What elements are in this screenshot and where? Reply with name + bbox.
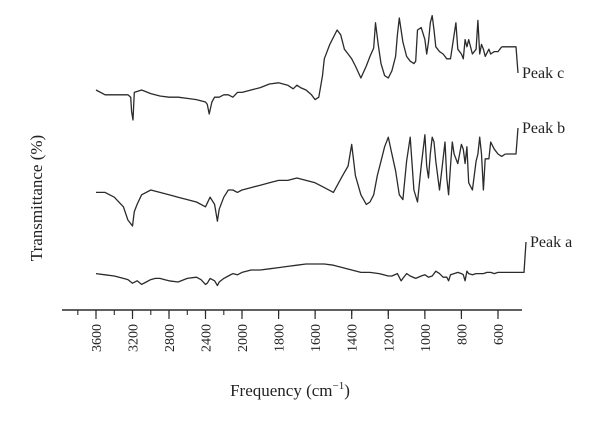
tick-label: 1400 (346, 324, 361, 352)
tick-label: 2800 (163, 324, 178, 352)
tick-label: 1600 (309, 324, 324, 352)
label-peak-a: Peak a (530, 234, 572, 251)
tick-label: 600 (492, 324, 507, 345)
tick-label: 1000 (419, 324, 434, 352)
label-peak-b: Peak b (522, 120, 565, 137)
label-peak-c: Peak c (522, 65, 564, 82)
leader-peak-a (509, 241, 527, 274)
x-axis-title-end: ) (344, 381, 350, 400)
trace-peak-b (96, 134, 506, 227)
leader-peak-c (501, 46, 519, 74)
tick-label: 1200 (382, 324, 397, 352)
tick-label: 2000 (236, 324, 251, 352)
x-axis-title: Frequency (cm−1) (230, 380, 350, 400)
y-axis-title: Transmittance (%) (27, 135, 46, 261)
leader-peak-b (505, 127, 519, 155)
x-axis-title-main: Frequency (cm (230, 381, 332, 400)
trace-peak-c (95, 14, 503, 121)
tick-label: 3200 (127, 324, 142, 352)
traces (95, 14, 527, 287)
tick-label: 3600 (90, 324, 105, 352)
series-labels: Peak c Peak b Peak a (522, 65, 572, 251)
tick-label: 2400 (200, 324, 215, 352)
tick-label: 800 (455, 324, 470, 345)
x-axis-ticks: 3600 3200 2800 2400 2000 1800 1600 1400 1200 1000… (77, 310, 507, 352)
x-axis-title-superscript: −1 (333, 380, 345, 392)
tick-label: 1800 (273, 324, 288, 352)
trace-peak-a (95, 263, 509, 287)
